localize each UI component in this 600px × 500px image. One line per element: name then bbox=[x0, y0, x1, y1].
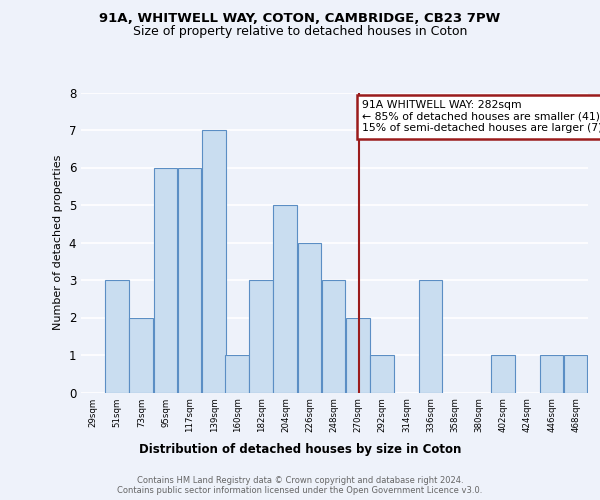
Bar bbox=[274, 205, 297, 392]
Bar bbox=[105, 280, 129, 392]
Text: 91A, WHITWELL WAY, COTON, CAMBRIDGE, CB23 7PW: 91A, WHITWELL WAY, COTON, CAMBRIDGE, CB2… bbox=[100, 12, 500, 26]
Bar bbox=[178, 168, 202, 392]
Bar bbox=[539, 355, 563, 393]
Bar bbox=[370, 355, 394, 393]
Text: Distribution of detached houses by size in Coton: Distribution of detached houses by size … bbox=[139, 442, 461, 456]
Bar bbox=[419, 280, 442, 392]
Bar bbox=[491, 355, 515, 393]
Text: 91A WHITWELL WAY: 282sqm
← 85% of detached houses are smaller (41)
15% of semi-d: 91A WHITWELL WAY: 282sqm ← 85% of detach… bbox=[362, 100, 600, 133]
Bar bbox=[346, 318, 370, 392]
Text: Size of property relative to detached houses in Coton: Size of property relative to detached ho… bbox=[133, 25, 467, 38]
Bar bbox=[298, 242, 322, 392]
Bar bbox=[154, 168, 177, 392]
Y-axis label: Number of detached properties: Number of detached properties bbox=[53, 155, 63, 330]
Bar bbox=[202, 130, 226, 392]
Bar bbox=[225, 355, 249, 393]
Bar bbox=[564, 355, 587, 393]
Bar bbox=[322, 280, 346, 392]
Text: Contains HM Land Registry data © Crown copyright and database right 2024.
Contai: Contains HM Land Registry data © Crown c… bbox=[118, 476, 482, 496]
Bar bbox=[130, 318, 153, 392]
Bar bbox=[249, 280, 273, 392]
